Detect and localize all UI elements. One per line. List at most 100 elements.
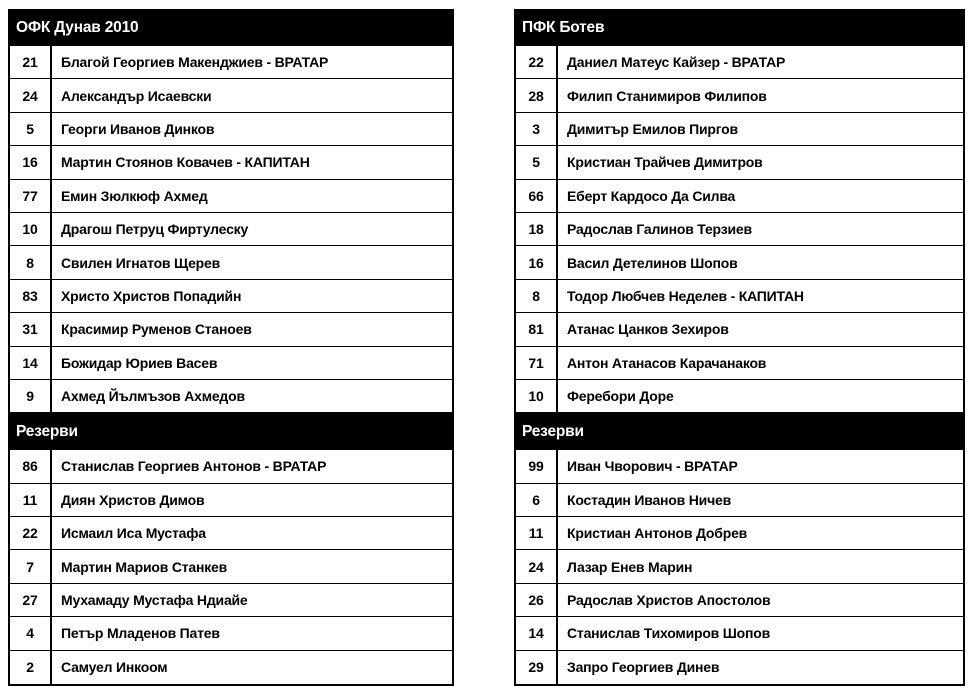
- player-name: Благой Георгиев Макенджиев - ВРАТАР: [61, 54, 329, 71]
- player-number: 24: [10, 79, 52, 112]
- player-name: Димитър Емилов Пиргов: [567, 120, 738, 137]
- player-number: 77: [10, 179, 52, 212]
- player-name: Еберт Кардосо Да Силва: [567, 187, 736, 204]
- reserves-label: Резерви: [522, 422, 584, 440]
- player-row: 29 Запро Георгиев Динев: [516, 650, 963, 685]
- player-name: Божидар Юриев Васев: [61, 354, 218, 371]
- player-row: 14 Станислав Тихомиров Шопов: [516, 617, 963, 651]
- player-number: 14: [10, 346, 52, 379]
- player-number: 27: [10, 583, 52, 617]
- player-name: Атанас Цанков Зехиров: [567, 321, 729, 338]
- player-row: 99 Иван Чворович - ВРАТАР: [516, 450, 963, 484]
- reserves-header: Резерви: [8, 413, 454, 451]
- player-number: 10: [516, 379, 558, 413]
- player-number: 24: [516, 550, 558, 583]
- player-number: 31: [10, 313, 52, 346]
- player-number: 5: [10, 112, 52, 146]
- player-row: 28 Филип Станимиров Филипов: [516, 79, 963, 113]
- player-name: Антон Атанасов Карачанаков: [567, 354, 767, 371]
- player-row: 22 Исмаил Иса Мустафа: [10, 517, 452, 551]
- player-name: Радослав Христов Апостолов: [567, 592, 771, 609]
- player-number: 8: [10, 246, 52, 279]
- player-name: Свилен Игнатов Щерев: [61, 254, 221, 271]
- player-name: Мартин Стоянов Ковачев - КАПИТАН: [61, 154, 310, 171]
- player-number: 28: [516, 79, 558, 112]
- reserves-header: Резерви: [514, 413, 965, 451]
- player-number: 16: [516, 246, 558, 279]
- player-row: 16 Мартин Стоянов Ковачев - КАПИТАН: [10, 146, 452, 180]
- player-number: 21: [10, 46, 52, 79]
- starters-list: 22 Даниел Матеус Кайзер - ВРАТАР 28 Фили…: [516, 46, 963, 414]
- player-number: 26: [516, 583, 558, 617]
- player-row: 86 Станислав Георгиев Антонов - ВРАТАР: [10, 450, 452, 484]
- player-name: Ахмед Йълмъзов Ахмедов: [61, 388, 245, 405]
- player-number: 18: [516, 212, 558, 246]
- player-number: 3: [516, 112, 558, 146]
- player-name: Станислав Георгиев Антонов - ВРАТАР: [61, 458, 327, 475]
- player-name: Мартин Мариов Станкев: [61, 558, 228, 575]
- player-row: 21 Благой Георгиев Макенджиев - ВРАТАР: [10, 46, 452, 80]
- player-name: Мухамаду Мустафа Ндиайе: [61, 592, 248, 609]
- player-name: Лазар Енев Марин: [567, 558, 693, 575]
- player-name: Христо Христов Попадийн: [61, 287, 242, 304]
- player-row: 71 Антон Атанасов Карачанаков: [516, 346, 963, 380]
- player-name: Георги Иванов Динков: [61, 120, 215, 137]
- reserves-list: 99 Иван Чворович - ВРАТАР 6 Костадин Ива…: [516, 450, 963, 685]
- player-number: 6: [516, 483, 558, 517]
- team-table: ПФК Ботев 22 Даниел Матеус Кайзер - ВРАТ…: [514, 9, 965, 687]
- player-number: 66: [516, 179, 558, 212]
- player-name: Исмаил Иса Мустафа: [61, 525, 206, 542]
- player-number: 2: [10, 650, 52, 685]
- player-row: 3 Димитър Емилов Пиргов: [516, 112, 963, 147]
- player-row: 77 Емин Зюлкюф Ахмед: [10, 179, 452, 213]
- player-name: Феребори Доре: [567, 388, 674, 405]
- player-number: 86: [10, 450, 52, 483]
- player-name: Диян Христов Димов: [61, 491, 205, 508]
- player-row: 6 Костадин Иванов Ничев: [516, 483, 963, 518]
- player-name: Иван Чворович - ВРАТАР: [567, 458, 738, 475]
- starters-list: 21 Благой Георгиев Макенджиев - ВРАТАР 2…: [10, 46, 452, 414]
- player-number: 22: [10, 517, 52, 550]
- player-row: 18 Радослав Галинов Терзиев: [516, 212, 963, 247]
- reserves-label: Резерви: [16, 422, 78, 440]
- player-name: Запро Георгиев Динев: [567, 659, 720, 676]
- player-number: 16: [10, 146, 52, 179]
- player-row: 83 Христо Христов Попадийн: [10, 279, 452, 314]
- player-number: 14: [516, 617, 558, 650]
- player-row: 26 Радослав Христов Апостолов: [516, 583, 963, 618]
- player-name: Самуел Инкоом: [61, 659, 168, 676]
- player-number: 7: [10, 550, 52, 583]
- player-number: 29: [516, 650, 558, 685]
- player-name: Кристиан Трайчев Димитров: [567, 154, 763, 171]
- player-number: 9: [10, 379, 52, 413]
- player-name: Костадин Иванов Ничев: [567, 491, 731, 508]
- player-row: 16 Васил Детелинов Шопов: [516, 246, 963, 280]
- player-row: 24 Александър Исаевски: [10, 79, 452, 113]
- player-number: 83: [10, 279, 52, 313]
- player-name: Петър Младенов Патев: [61, 625, 220, 642]
- player-row: 27 Мухамаду Мустафа Ндиайе: [10, 583, 452, 618]
- player-row: 10 Феребори Доре: [516, 379, 963, 414]
- player-name: Кристиан Антонов Добрев: [567, 525, 748, 542]
- player-name: Тодор Любчев Неделев - КАПИТАН: [567, 287, 804, 304]
- player-row: 81 Атанас Цанков Зехиров: [516, 313, 963, 347]
- player-row: 8 Свилен Игнатов Щерев: [10, 246, 452, 280]
- player-number: 71: [516, 346, 558, 379]
- player-row: 4 Петър Младенов Патев: [10, 617, 452, 651]
- player-row: 8 Тодор Любчев Неделев - КАПИТАН: [516, 279, 963, 314]
- player-number: 4: [10, 617, 52, 650]
- team-name: ОФК Дунав 2010: [16, 18, 139, 36]
- player-number: 8: [516, 279, 558, 313]
- player-row: 10 Драгош Петруц Фиртулеску: [10, 212, 452, 247]
- player-name: Емин Зюлкюф Ахмед: [61, 187, 208, 204]
- player-row: 5 Георги Иванов Динков: [10, 112, 452, 147]
- player-row: 24 Лазар Енев Марин: [516, 550, 963, 584]
- player-row: 11 Диян Христов Димов: [10, 483, 452, 518]
- team-name-header: ОФК Дунав 2010: [8, 9, 454, 46]
- player-number: 10: [10, 212, 52, 246]
- player-number: 81: [516, 313, 558, 346]
- player-name: Филип Станимиров Филипов: [567, 87, 767, 104]
- player-name: Драгош Петруц Фиртулеску: [61, 221, 249, 238]
- player-row: 31 Красимир Руменов Станоев: [10, 313, 452, 347]
